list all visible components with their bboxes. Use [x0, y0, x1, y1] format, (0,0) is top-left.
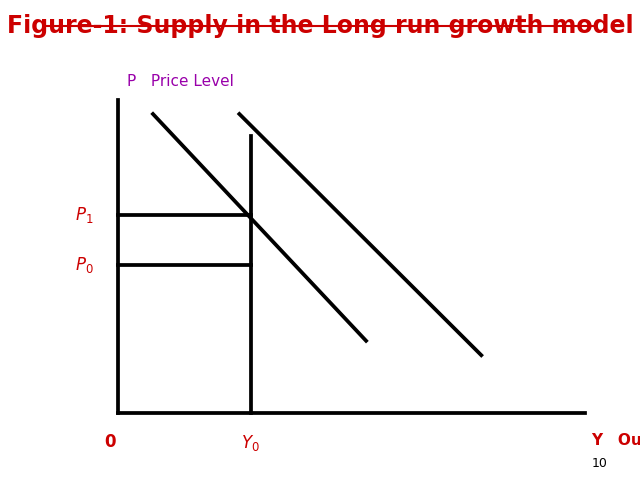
Text: $P_0$: $P_0$ [74, 255, 93, 275]
Text: 0: 0 [104, 432, 115, 451]
Text: Y   Output/Income: Y Output/Income [591, 432, 640, 447]
Text: $Y_0$: $Y_0$ [241, 432, 260, 453]
Text: 10: 10 [592, 457, 608, 470]
Text: Figure-1: Supply in the Long run growth model: Figure-1: Supply in the Long run growth … [6, 14, 634, 38]
Text: P   Price Level: P Price Level [127, 74, 234, 89]
Text: $P_1$: $P_1$ [75, 205, 93, 225]
